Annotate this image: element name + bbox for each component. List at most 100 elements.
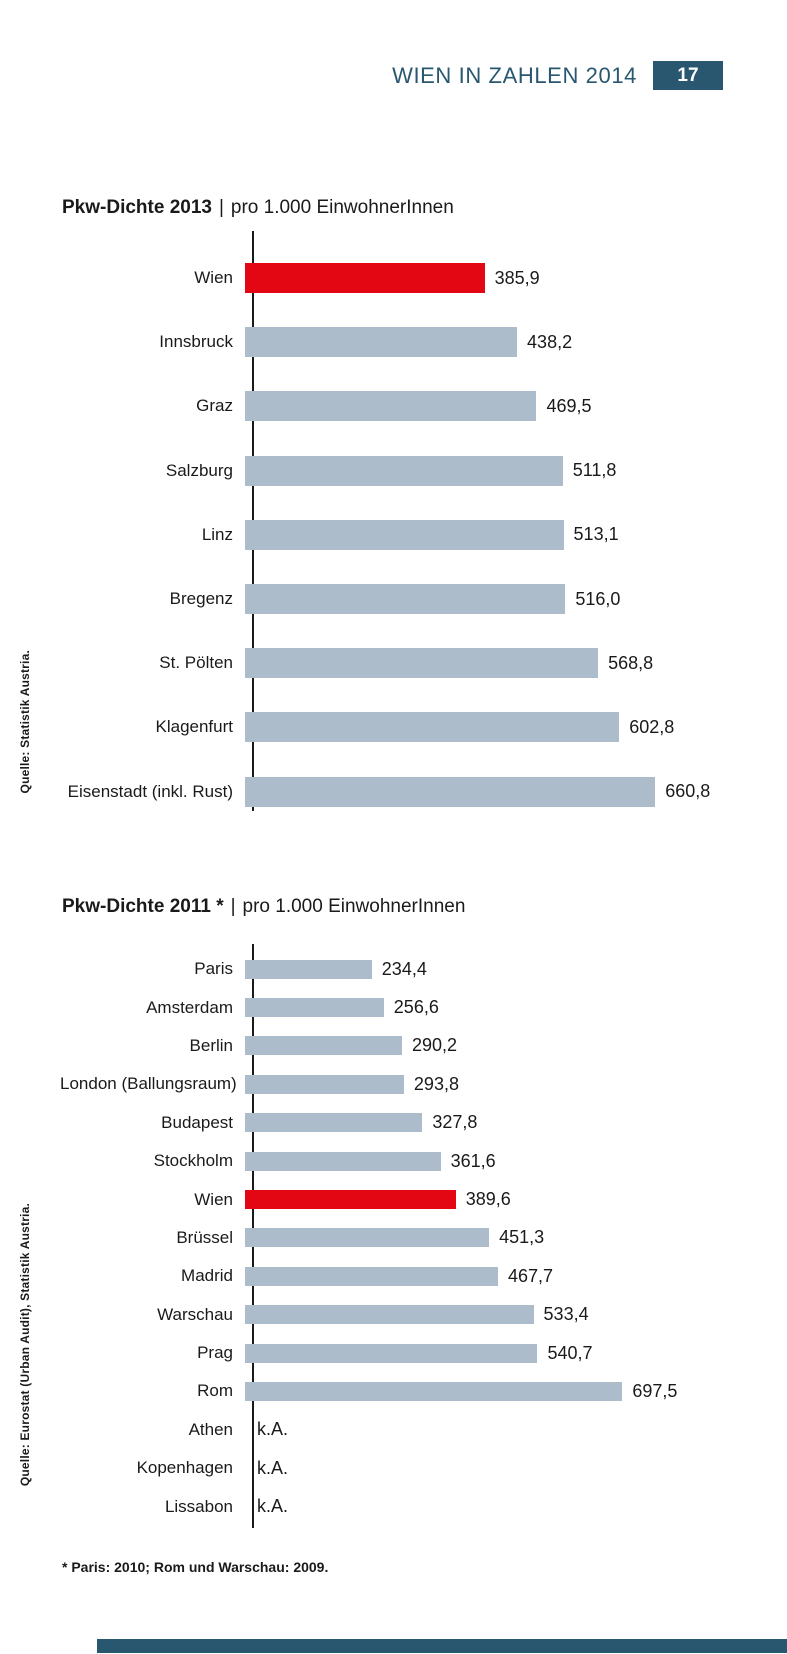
chart-row: Berlin 290,2	[60, 1027, 760, 1065]
value-label: 256,6	[393, 997, 439, 1018]
chart1-rows: Wien 385,9 Innsbruck 438,2 Graz 469,5 Salzburg…	[60, 246, 760, 824]
plot-area: 234,4	[245, 959, 694, 980]
plot-area: 697,5	[245, 1381, 694, 1402]
category-label: Eisenstadt (inkl. Rust)	[67, 781, 233, 801]
bar	[245, 391, 537, 422]
bar	[245, 519, 564, 550]
chart-row: Innsbruck 438,2	[60, 310, 760, 374]
category-label: Bregenz	[169, 589, 233, 609]
chart-row: Paris 234,4	[60, 950, 760, 988]
category-label: Prag	[197, 1343, 233, 1363]
plot-area: k.A.	[245, 1419, 694, 1440]
category-label: Amsterdam	[146, 997, 233, 1017]
value-label: 602,8	[629, 716, 675, 737]
value-label: 540,7	[547, 1342, 593, 1363]
plot-area: 533,4	[245, 1304, 694, 1325]
chart-row: Prag 540,7	[60, 1334, 760, 1372]
plot-area: 451,3	[245, 1227, 694, 1248]
value-label: 290,2	[411, 1035, 458, 1056]
value-label: 327,8	[432, 1112, 478, 1133]
bar	[245, 648, 599, 679]
chart-row: Wien 385,9	[60, 246, 760, 310]
bar	[245, 455, 563, 486]
chart-row: Eisenstadt (inkl. Rust) 660,8	[60, 760, 760, 824]
chart2-subtitle: pro 1.000 EinwohnerInnen	[242, 896, 466, 917]
plot-area: 469,5	[245, 391, 692, 422]
value-label: 451,3	[499, 1227, 545, 1248]
chart-row: Graz 469,5	[60, 374, 760, 438]
bar	[245, 1343, 538, 1363]
chart-row: Wien 389,6	[60, 1180, 760, 1218]
plot-area: 385,9	[245, 263, 692, 294]
category-label: Athen	[188, 1419, 233, 1439]
plot-area: 540,7	[245, 1343, 694, 1364]
plot-area: 293,8	[245, 1074, 694, 1095]
chart2-title: Pkw-Dichte 2011 * | pro 1.000 EinwohnerInn…	[62, 896, 465, 918]
chart2-rows: Paris 234,4 Amsterdam 256,6 Berlin 290,2 Londo…	[60, 950, 760, 1526]
bar-highlight	[245, 1190, 456, 1210]
chart-row: Stockholm 361,6	[60, 1142, 760, 1180]
chart1-title-bold: Pkw-Dichte 2013	[62, 197, 212, 218]
plot-area: 290,2	[245, 1035, 694, 1056]
value-label: k.A.	[257, 1419, 289, 1440]
chart-row: Madrid 467,7	[60, 1257, 760, 1295]
category-label: Wien	[194, 268, 233, 288]
category-label: Kopenhagen	[136, 1458, 233, 1478]
category-label: Brüssel	[176, 1227, 233, 1247]
footer-bar	[97, 1639, 787, 1653]
category-label: Madrid	[181, 1266, 233, 1286]
category-label: London (Ballungsraum)	[60, 1074, 237, 1094]
chart1-title-separator: |	[218, 197, 224, 218]
value-label: 361,6	[450, 1150, 496, 1171]
value-label: 467,7	[508, 1265, 554, 1286]
category-label: Paris	[194, 959, 233, 979]
category-label: Innsbruck	[159, 332, 233, 352]
category-label: St. Pölten	[159, 653, 233, 673]
chart-row: Brüssel 451,3	[60, 1219, 760, 1257]
chart-row: Bregenz 516,0	[60, 567, 760, 631]
value-label: 533,4	[543, 1304, 589, 1325]
plot-area: 602,8	[245, 712, 692, 743]
value-label: 385,9	[494, 267, 540, 288]
chart-row: London (Ballungsraum) 293,8	[60, 1065, 760, 1103]
category-label: Graz	[196, 396, 233, 416]
chart1-subtitle: pro 1.000 EinwohnerInnen	[230, 197, 454, 218]
value-label: 511,8	[572, 460, 617, 481]
plot-area: 438,2	[245, 327, 692, 358]
plot-area: k.A.	[245, 1458, 694, 1479]
plot-area: 467,7	[245, 1266, 694, 1287]
value-label: 516,0	[575, 588, 621, 609]
plot-area: 389,6	[245, 1189, 694, 1210]
plot-area: 327,8	[245, 1112, 694, 1133]
plot-area: 568,8	[245, 648, 692, 679]
chart1-source: Quelle: Statistik Austria.	[18, 649, 32, 793]
value-label: 293,8	[413, 1073, 459, 1094]
plot-area: 516,0	[245, 584, 692, 615]
category-label: Warschau	[157, 1304, 233, 1324]
bar	[245, 712, 620, 743]
chart2-title-bold: Pkw-Dichte 2011 *	[62, 896, 224, 917]
category-label: Lissabon	[164, 1496, 233, 1516]
plot-area: 511,8	[245, 455, 692, 486]
chart2-footnote: * Paris: 2010; Rom und Warschau: 2009.	[62, 1559, 329, 1575]
chart2-title-separator: |	[230, 896, 236, 917]
category-label: Stockholm	[153, 1151, 233, 1171]
plot-area: 256,6	[245, 997, 694, 1018]
chart-row: Rom 697,5	[60, 1372, 760, 1410]
value-label: k.A.	[257, 1496, 289, 1517]
chart-row: Athen k.A.	[60, 1411, 760, 1449]
chart-row: Amsterdam 256,6	[60, 988, 760, 1026]
value-label: 513,1	[573, 524, 619, 545]
category-label: Wien	[194, 1189, 233, 1209]
bar	[245, 959, 372, 979]
chart-row: Salzburg 511,8	[60, 439, 760, 503]
plot-area: 361,6	[245, 1151, 694, 1172]
chart-row: Warschau 533,4	[60, 1296, 760, 1334]
bar	[245, 584, 566, 615]
chart2-source: Quelle: Eurostat (Urban Audit), Statisti…	[18, 1202, 32, 1486]
bar	[245, 1151, 441, 1171]
bar	[245, 1228, 490, 1248]
bar	[245, 1036, 402, 1056]
chart-row: Lissabon k.A.	[60, 1487, 760, 1525]
bar	[245, 1266, 498, 1286]
